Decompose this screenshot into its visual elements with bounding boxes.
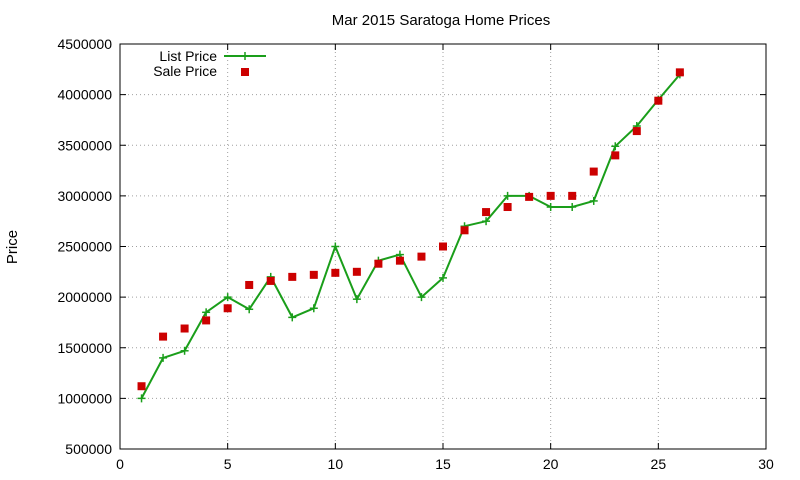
y-tick-label: 1000000 [57, 390, 112, 406]
series-layer [137, 68, 684, 403]
legend: List Price Sale Price [153, 48, 266, 79]
list-price-point [417, 293, 426, 302]
sale-price-point [137, 382, 146, 391]
sale-price-point [417, 252, 426, 261]
x-tick-label: 0 [116, 456, 124, 472]
sale-price-point [546, 191, 555, 200]
legend-label-sale-price: Sale Price [153, 63, 217, 79]
legend-marker-sale-price [241, 68, 249, 76]
y-tick-label: 2500000 [57, 239, 112, 255]
sale-price-point [482, 208, 491, 217]
list-price-point [288, 313, 297, 322]
series-line-list-price [140, 73, 681, 399]
sale-price-point [202, 316, 211, 325]
sale-price-point [180, 324, 189, 333]
list-price-point [352, 295, 361, 304]
sale-price-point [632, 127, 641, 136]
list-price-point [309, 304, 318, 313]
list-price-point [180, 346, 189, 355]
legend-label-list-price: List Price [159, 48, 217, 64]
sale-price-point [223, 304, 232, 313]
list-price-point [202, 308, 211, 317]
sale-price-point [611, 151, 620, 160]
sale-price-point [568, 191, 577, 200]
x-tick-label: 30 [758, 456, 774, 472]
list-price-point [546, 203, 555, 212]
sale-price-point [439, 242, 447, 251]
list-price-point [159, 353, 168, 362]
y-tick-label: 2000000 [57, 289, 112, 305]
sale-price-point [654, 96, 663, 105]
x-tick-label: 15 [435, 456, 451, 472]
y-tick-label: 4500000 [57, 36, 112, 52]
sale-price-point [525, 192, 534, 201]
list-price-point [223, 293, 232, 302]
sale-price-point [589, 167, 598, 176]
x-tick-label: 25 [651, 456, 667, 472]
list-price-point [611, 142, 620, 151]
y-tick-label: 4000000 [57, 87, 112, 103]
sale-price-point [331, 268, 340, 277]
axis-ticks: 500000 1000000 1500000 2000000 2500000 300000… [57, 36, 774, 472]
list-price-point [331, 242, 340, 251]
list-price-point [482, 217, 491, 226]
y-tick-label: 3500000 [57, 137, 112, 153]
x-tick-label: 10 [328, 456, 344, 472]
sale-price-point [309, 270, 318, 279]
list-price-point [589, 196, 598, 205]
legend-marker-list-price [241, 52, 249, 60]
sale-price-point [352, 267, 361, 276]
sale-price-point [675, 68, 684, 77]
list-price-point [439, 273, 447, 282]
list-price-point [245, 305, 254, 314]
list-price-point [568, 203, 577, 212]
sale-price-point [288, 272, 297, 281]
x-tick-label: 5 [224, 456, 232, 472]
sale-price-point [395, 256, 404, 265]
y-axis-title: Price [4, 230, 21, 264]
x-tick-label: 20 [543, 456, 559, 472]
y-tick-label: 3000000 [57, 188, 112, 204]
chart-title: Mar 2015 Saratoga Home Prices [332, 12, 550, 29]
y-tick-label: 1500000 [57, 340, 112, 356]
sale-price-point [460, 226, 469, 235]
sale-price-point [159, 332, 168, 341]
sale-price-point [245, 280, 254, 289]
sale-price-point [503, 203, 512, 212]
sale-price-point [374, 259, 383, 268]
y-tick-label: 500000 [65, 441, 112, 457]
list-price-point [503, 191, 512, 200]
list-price-point [137, 394, 146, 403]
sale-price-point [266, 276, 275, 285]
